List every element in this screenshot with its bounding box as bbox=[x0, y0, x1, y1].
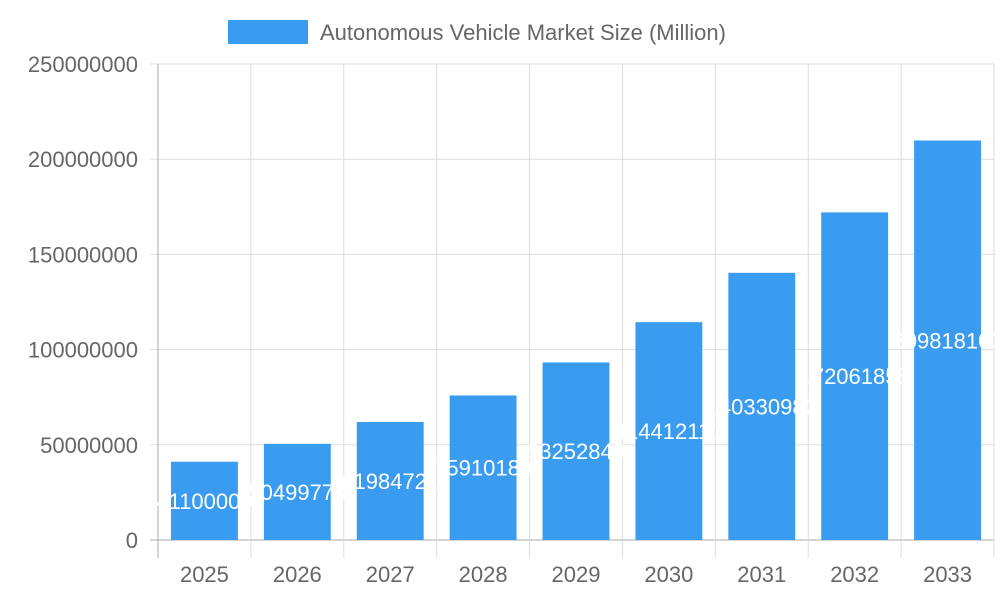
data-labels: 4110000050499773619847217591018093252840… bbox=[156, 328, 1000, 514]
legend[interactable]: Autonomous Vehicle Market Size (Million) bbox=[228, 20, 726, 45]
x-axis: 2025 2026 2027 2028 2029 2030 2031 2032 2033 bbox=[180, 562, 972, 587]
data-label-2033: 209818100 bbox=[892, 328, 1000, 353]
x-tick-label: 2033 bbox=[923, 562, 972, 587]
x-tick-label: 2031 bbox=[737, 562, 786, 587]
bar-2027[interactable] bbox=[356, 421, 424, 540]
data-label-2030: 114412110 bbox=[615, 419, 722, 444]
x-tick-label: 2032 bbox=[830, 562, 879, 587]
data-label-2025: 41100000 bbox=[156, 489, 252, 514]
x-tick-label: 2027 bbox=[366, 562, 415, 587]
x-tick-label: 2028 bbox=[459, 562, 508, 587]
x-tick-label: 2029 bbox=[552, 562, 601, 587]
y-tick-label: 250000000 bbox=[28, 52, 138, 77]
bar-2025[interactable] bbox=[171, 461, 238, 540]
data-label-2026: 50499773 bbox=[248, 480, 346, 505]
grid-lines bbox=[150, 63, 995, 558]
data-label-2028: 75910180 bbox=[434, 456, 532, 481]
y-tick-label: 200000000 bbox=[28, 147, 138, 172]
bar-2030[interactable] bbox=[635, 322, 703, 540]
y-axis: 0 50000000 100000000 150000000 200000000 2500… bbox=[28, 52, 138, 553]
bar-2033[interactable] bbox=[914, 140, 981, 540]
data-label-2032: 172061855 bbox=[800, 364, 910, 389]
legend-label: Autonomous Vehicle Market Size (Million) bbox=[320, 20, 726, 45]
bar-2031[interactable] bbox=[728, 272, 796, 540]
bar-2029[interactable] bbox=[542, 362, 610, 540]
bar-2028[interactable] bbox=[449, 395, 517, 540]
bars bbox=[171, 140, 981, 540]
y-tick-label: 150000000 bbox=[28, 242, 138, 267]
legend-swatch bbox=[228, 20, 308, 44]
x-tick-label: 2030 bbox=[644, 562, 693, 587]
data-label-2029: 93252840 bbox=[527, 439, 625, 464]
x-tick-label: 2025 bbox=[180, 562, 229, 587]
y-tick-label: 0 bbox=[126, 528, 138, 553]
y-tick-label: 50000000 bbox=[40, 433, 138, 458]
data-label-2027: 61984721 bbox=[341, 469, 439, 494]
bar-2032[interactable] bbox=[821, 212, 889, 540]
y-tick-label: 100000000 bbox=[28, 338, 138, 363]
bar-2026[interactable] bbox=[263, 443, 331, 540]
x-tick-label: 2026 bbox=[273, 562, 322, 587]
data-label-2031: 140330982 bbox=[707, 394, 817, 419]
